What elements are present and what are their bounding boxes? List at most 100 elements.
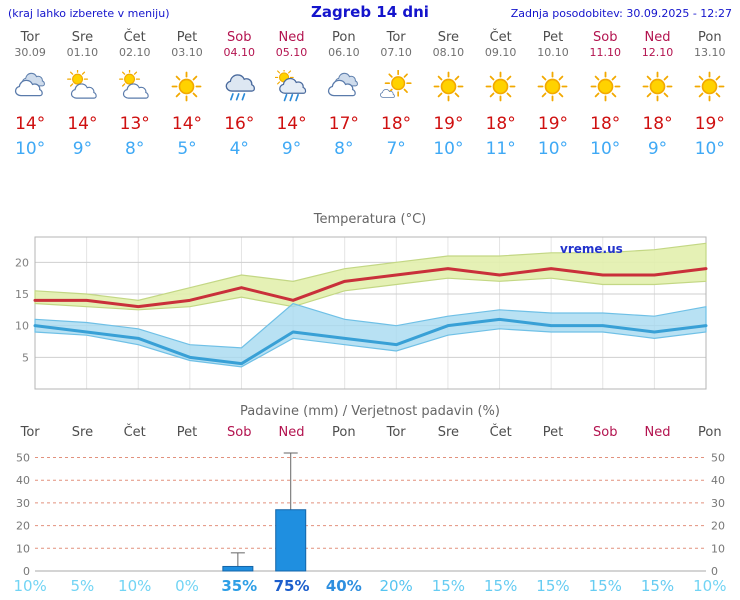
- max-temperature: 16°: [224, 114, 255, 134]
- day-name: Pon: [698, 30, 722, 45]
- day-name: Tor: [386, 30, 406, 45]
- precip-probability: 15%: [640, 577, 675, 595]
- mostly-sunny-icon: [380, 70, 413, 103]
- max-temperature: 19°: [537, 114, 569, 134]
- day-date: 05.10: [275, 46, 308, 59]
- max-temperature-line: [33, 267, 708, 309]
- precip-probability: 15%: [484, 577, 518, 595]
- day-column-pet-10.10[interactable]: Pet 10.10 19° 10°: [527, 30, 579, 159]
- day-column-tor-07.10[interactable]: Tor 07.10 18° 7°: [370, 30, 422, 159]
- day-date: 13.10: [694, 46, 726, 59]
- min-temperature: 9°: [72, 139, 93, 159]
- sunny-icon: [484, 70, 517, 103]
- day-column-ned-05.10[interactable]: Ned 05.10 14° 9°: [265, 30, 317, 159]
- day-name: Sre: [437, 30, 460, 45]
- precip-axis-tick-right: 20: [711, 520, 725, 533]
- precip-day-label: Tor: [20, 425, 40, 440]
- precipitation-probability-row: 10% 5% 10% 0% 35% 75% 40% 20% 15% 15% 15% 15% 15% 10%: [4, 577, 736, 595]
- precip-axis-tick-right: 50: [711, 452, 725, 465]
- precip-axis-tick-left: 30: [16, 497, 30, 510]
- precip-day-label: Tor: [386, 425, 406, 440]
- min-temperature: 4°: [229, 139, 249, 159]
- min-temperature: 10°: [694, 139, 725, 159]
- day-name: Ned: [644, 30, 671, 45]
- partly-cloudy-icon: [66, 70, 99, 103]
- precip-day-label: Ned: [278, 425, 305, 440]
- day-name: Pet: [176, 30, 198, 45]
- precip-bar: [275, 509, 307, 572]
- precip-day-label: Pet: [176, 425, 198, 440]
- max-temperature: 18°: [381, 114, 412, 134]
- max-temperature: 18°: [485, 114, 516, 134]
- cloudy-icon: [14, 70, 47, 103]
- day-date: 04.10: [223, 46, 256, 59]
- day-date: 03.10: [171, 46, 203, 59]
- day-column-pon-06.10[interactable]: Pon 06.10 17° 8°: [318, 30, 370, 159]
- day-date: 12.10: [641, 46, 674, 59]
- day-date: 10.10: [537, 46, 569, 59]
- min-temperature: 11°: [485, 139, 516, 159]
- day-column-sre-01.10[interactable]: Sre 01.10 14° 9°: [56, 30, 108, 159]
- day-column-sre-08.10[interactable]: Sre 08.10 19° 10°: [422, 30, 474, 159]
- day-date: 09.10: [484, 46, 517, 59]
- watermark: vreme.us: [560, 242, 623, 256]
- min-temperature: 7°: [386, 139, 406, 159]
- day-column-pon-13.10[interactable]: Pon 13.10 19° 10°: [684, 30, 736, 159]
- header: (kraj lahko izberete v meniju) Zagreb 14…: [8, 3, 732, 21]
- day-column-čet-02.10[interactable]: Čet 02.10 13° 8°: [109, 30, 161, 159]
- temperature-chart-title: Temperatura (°C): [313, 212, 427, 227]
- min-temperature: 8°: [334, 139, 354, 159]
- precip-axis-tick-left: 10: [16, 542, 30, 555]
- min-temperature: 10°: [590, 139, 621, 159]
- day-column-ned-12.10[interactable]: Ned 12.10 18° 9°: [631, 30, 683, 159]
- day-column-sob-04.10[interactable]: Sob 04.10 16° 4°: [213, 30, 265, 159]
- min-temperature: 9°: [647, 139, 668, 159]
- max-temperature: 19°: [433, 114, 464, 134]
- max-temperature: 17°: [328, 114, 359, 134]
- precip-day-label: Ned: [644, 425, 671, 440]
- day-column-pet-03.10[interactable]: Pet 03.10 14° 5°: [161, 30, 213, 159]
- precip-probability: 35%: [221, 577, 258, 595]
- temp-axis-tick: 5: [22, 351, 29, 364]
- precip-axis-tick-left: 50: [16, 452, 30, 465]
- min-range-band: [34, 302, 707, 368]
- min-temperature: 9°: [281, 139, 302, 159]
- precip-axis-tick-right: 30: [711, 497, 725, 510]
- precip-bar: [222, 565, 254, 572]
- max-range-band: [34, 242, 707, 311]
- day-date: 30.09: [14, 46, 46, 59]
- temp-axis-tick: 15: [15, 288, 29, 301]
- day-date: 06.10: [328, 46, 360, 59]
- precipitation-chart: 0 0 10 10 20 20 30 30 40 40 50 50: [16, 452, 725, 578]
- day-date: 07.10: [380, 46, 412, 59]
- temp-axis-tick: 10: [15, 320, 29, 333]
- sunny-icon: [589, 70, 622, 103]
- temperature-chart: 5 10 15 20 vreme.us: [15, 236, 708, 390]
- max-temperature: 19°: [694, 114, 725, 134]
- max-temperature: 14°: [67, 114, 98, 134]
- precip-day-label: Pon: [698, 425, 722, 440]
- precip-axis-tick-left: 40: [16, 474, 30, 487]
- day-column-čet-09.10[interactable]: Čet 09.10 18° 11°: [475, 30, 527, 159]
- min-temperature: 5°: [177, 139, 197, 159]
- precip-axis-tick-right: 40: [711, 474, 725, 487]
- rain-icon: [223, 70, 256, 103]
- precip-probability: 75%: [273, 577, 310, 595]
- day-column-sob-11.10[interactable]: Sob 11.10 18° 10°: [579, 30, 631, 159]
- day-name: Tor: [20, 30, 40, 45]
- day-column-tor-30.09[interactable]: Tor 30.09 14° 10°: [4, 30, 56, 159]
- precipitation-day-labels: Tor Sre Čet Pet Sob Ned Pon Tor Sre Čet Pet Sob Ned P…: [4, 425, 736, 440]
- day-name: Sre: [71, 30, 94, 45]
- max-temperature: 14°: [171, 114, 203, 134]
- day-date: 02.10: [118, 46, 151, 59]
- menu-hint-note: (kraj lahko izberete v meniju): [8, 7, 170, 20]
- min-temperature-line: [33, 317, 708, 366]
- sunny-icon: [693, 70, 726, 103]
- precip-probability: 10%: [693, 577, 727, 595]
- day-name: Čet: [123, 30, 146, 45]
- precip-axis-tick-left: 0: [23, 565, 30, 578]
- day-name: Pet: [542, 30, 564, 45]
- min-temperature: 10°: [433, 139, 464, 159]
- precip-probability: 15%: [536, 577, 570, 595]
